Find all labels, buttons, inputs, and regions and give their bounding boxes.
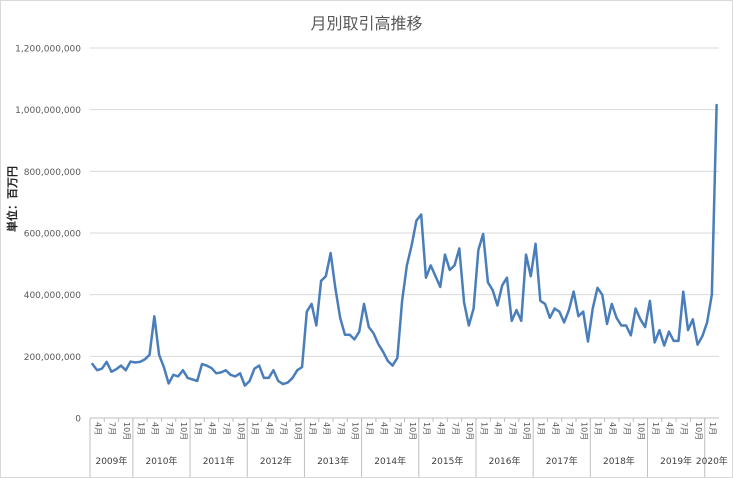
month-tick-label: 1月 (193, 422, 202, 435)
month-tick-label: 10月 (465, 422, 474, 440)
year-label: 2009年 (95, 455, 127, 467)
year-label: 2012年 (260, 455, 292, 467)
month-tick-label: 4月 (551, 422, 560, 435)
month-tick-label: 4月 (665, 422, 674, 435)
year-label: 2010年 (146, 455, 178, 467)
month-tick-label: 1月 (422, 422, 431, 435)
year-label: 2013年 (317, 455, 349, 467)
month-tick-label: 4月 (151, 422, 160, 435)
y-tick-label: 800,000,000 (24, 168, 82, 178)
year-label: 2016年 (489, 455, 521, 467)
y-tick-label: 600,000,000 (24, 230, 82, 240)
year-label: 2015年 (431, 455, 463, 467)
series-layer (91, 103, 718, 387)
month-tick-label: 7月 (279, 422, 288, 435)
chart-title: 月別取引高推移 (310, 14, 423, 33)
month-tick-label: 7月 (622, 422, 631, 435)
year-label: 2017年 (546, 455, 578, 467)
month-tick-label: 10月 (408, 422, 417, 440)
month-tick-label: 1月 (594, 422, 603, 435)
month-tick-label: 4月 (208, 422, 217, 435)
month-tick-label: 10月 (351, 422, 360, 440)
month-tick-label: 10月 (637, 422, 646, 440)
y-tick-label: 400,000,000 (24, 291, 82, 301)
month-tick-label: 7月 (222, 422, 231, 435)
month-tick-label: 1月 (365, 422, 374, 435)
month-tick-label: 7月 (451, 422, 460, 435)
year-label: 2019年 (660, 455, 692, 467)
month-tick-label: 4月 (265, 422, 274, 435)
month-tick-label: 7月 (336, 422, 345, 435)
month-tick-label: 1月 (136, 422, 145, 435)
y-tick-label: 1,200,000,000 (15, 45, 81, 55)
month-tick-label: 1月 (537, 422, 546, 435)
year-label: 2014年 (374, 455, 406, 467)
month-tick-label: 10月 (122, 422, 131, 440)
month-tick-label: 1月 (651, 422, 660, 435)
month-tick-label: 1月 (308, 422, 317, 435)
month-tick-label: 10月 (236, 422, 245, 440)
grid-lines (90, 47, 719, 419)
month-tick-label: 7月 (108, 422, 117, 435)
month-tick-label: 4月 (322, 422, 331, 435)
month-tick-label: 1月 (251, 422, 260, 435)
year-label: 2011年 (203, 455, 235, 467)
month-tick-label: 7月 (394, 422, 403, 435)
month-tick-label: 10月 (179, 422, 188, 440)
y-tick-label: 1,000,000,000 (15, 106, 81, 116)
month-tick-label: 4月 (608, 422, 617, 435)
month-tick-label: 1月 (479, 422, 488, 435)
month-tick-label: 7月 (508, 422, 517, 435)
x-axis: 4月 7月 10月 1月 4月 7月 10月 1月 4月 7月 10月 1月 4月 7月 10月 1月 4月 7月… (89, 417, 728, 477)
month-tick-label: 10月 (579, 422, 588, 440)
month-tick-label: 10月 (522, 422, 531, 440)
month-tick-label: 4月 (379, 422, 388, 435)
month-tick-label: 7月 (565, 422, 574, 435)
month-tick-label: 1月 (708, 422, 717, 435)
month-tick-label: 4月 (494, 422, 503, 435)
y-tick-labels: 0 200,000,000 400,000,000 600,000,000 800,00… (15, 45, 81, 425)
month-tick-label: 10月 (294, 422, 303, 440)
y-tick-label: 200,000,000 (24, 353, 82, 363)
year-label: 2020年 (696, 455, 728, 467)
series-line (91, 103, 718, 387)
month-tick-label: 4月 (436, 422, 445, 435)
month-tick-label: 7月 (165, 422, 174, 435)
y-tick-label: 0 (75, 415, 81, 425)
month-tick-label: 10月 (694, 422, 703, 440)
month-tick-label: 7月 (679, 422, 688, 435)
month-tick-label: 4月 (93, 422, 102, 435)
year-label: 2018年 (603, 455, 635, 467)
